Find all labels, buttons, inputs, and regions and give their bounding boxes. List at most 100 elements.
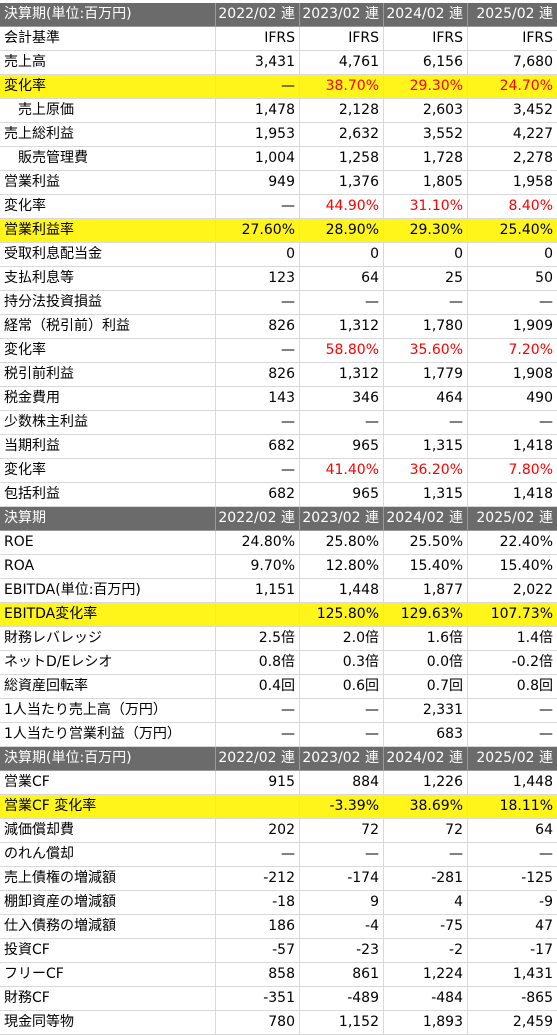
header-period-cell[interactable]: 2024/02 連 <box>384 747 468 770</box>
value-cell[interactable]: 884 <box>300 771 384 794</box>
value-cell[interactable]: 143 <box>216 387 300 410</box>
header-period-cell[interactable]: 2022/02 連 <box>216 507 300 530</box>
value-cell[interactable]: — <box>539 294 553 310</box>
header-label-cell[interactable]: 決算期(単位:百万円) <box>0 3 216 26</box>
row-label-cell[interactable]: ROE <box>0 531 216 554</box>
value-cell[interactable]: 965 <box>300 483 384 506</box>
value-cell[interactable]: 7.20% <box>508 342 553 358</box>
value-cell[interactable] <box>216 603 300 626</box>
value-cell[interactable]: 915 <box>216 771 300 794</box>
row-label-cell[interactable]: ROA <box>0 555 216 578</box>
row-label-cell[interactable]: 当期利益 <box>0 435 216 458</box>
row-label-cell[interactable]: 売上債権の増減額 <box>0 867 216 890</box>
value-cell[interactable]: 202 <box>216 819 300 842</box>
value-cell[interactable]: 24.80% <box>216 531 300 554</box>
value-cell[interactable]: 3,431 <box>216 51 300 74</box>
value-cell[interactable]: 15.40% <box>499 558 553 574</box>
value-cell[interactable]: 1,224 <box>384 963 468 986</box>
value-cell[interactable]: 4,227 <box>512 126 553 142</box>
row-label-cell[interactable]: 変化率 <box>0 339 216 362</box>
value-cell[interactable]: 1,779 <box>384 363 468 386</box>
value-cell[interactable]: -17 <box>530 942 553 958</box>
row-label-cell[interactable]: 減価償却費 <box>0 819 216 842</box>
value-cell[interactable]: -125 <box>521 870 553 886</box>
header-label-cell[interactable]: 決算期 <box>0 507 216 530</box>
row-label-cell[interactable]: 税引前利益 <box>0 363 216 386</box>
row-label-cell[interactable]: EBITDA(単位:百万円) <box>0 579 216 602</box>
value-cell[interactable]: — <box>216 291 300 314</box>
row-label-cell[interactable]: 棚卸資産の増減額 <box>0 891 216 914</box>
value-cell[interactable]: 1,312 <box>300 315 384 338</box>
value-cell[interactable]: -3.39% <box>300 795 384 818</box>
header-period-cell[interactable]: 2022/02 連 <box>216 747 300 770</box>
value-cell[interactable]: 858 <box>216 963 300 986</box>
row-label-cell[interactable]: フリーCF <box>0 963 216 986</box>
row-label-cell[interactable]: 財務CF <box>0 987 216 1010</box>
value-cell[interactable]: 1,958 <box>512 174 553 190</box>
row-label-cell[interactable]: 変化率 <box>0 75 216 98</box>
row-label-cell[interactable]: 変化率 <box>0 195 216 218</box>
value-cell[interactable]: — <box>300 843 384 866</box>
value-cell[interactable]: 35.60% <box>384 339 468 362</box>
value-cell[interactable]: 1,893 <box>384 1011 468 1034</box>
value-cell[interactable]: 1,376 <box>300 171 384 194</box>
value-cell[interactable]: 12.80% <box>300 555 384 578</box>
row-label-cell[interactable]: 営業CF <box>0 771 216 794</box>
value-cell[interactable]: 2,128 <box>300 99 384 122</box>
value-cell[interactable]: 1,448 <box>512 774 553 790</box>
value-cell[interactable]: 861 <box>300 963 384 986</box>
value-cell[interactable]: 1,728 <box>384 147 468 170</box>
row-label-cell[interactable]: 経常（税引前）利益 <box>0 315 216 338</box>
value-cell[interactable]: 1,151 <box>216 579 300 602</box>
value-cell[interactable]: 2,278 <box>512 150 553 166</box>
value-cell[interactable]: 44.90% <box>300 195 384 218</box>
value-cell[interactable]: 682 <box>216 435 300 458</box>
value-cell[interactable]: 0 <box>384 243 468 266</box>
value-cell[interactable]: 24.70% <box>499 78 553 94</box>
value-cell[interactable]: 0.3倍 <box>300 651 384 674</box>
value-cell[interactable]: — <box>384 843 468 866</box>
row-label-cell[interactable]: 投資CF <box>0 939 216 962</box>
value-cell[interactable]: 9.70% <box>216 555 300 578</box>
row-label-cell[interactable]: のれん償却 <box>0 843 216 866</box>
value-cell[interactable]: 1,258 <box>300 147 384 170</box>
value-cell[interactable]: 1,418 <box>512 438 553 454</box>
row-label-cell[interactable]: 包括利益 <box>0 483 216 506</box>
value-cell[interactable]: IFRS <box>384 27 468 50</box>
value-cell[interactable]: -489 <box>300 987 384 1010</box>
value-cell[interactable]: 186 <box>216 915 300 938</box>
value-cell[interactable]: 4,761 <box>300 51 384 74</box>
value-cell[interactable]: 38.69% <box>384 795 468 818</box>
row-label-cell[interactable]: 売上高 <box>0 51 216 74</box>
value-cell[interactable]: 7.80% <box>508 462 553 478</box>
value-cell[interactable]: 129.63% <box>384 603 468 626</box>
value-cell[interactable]: -281 <box>384 867 468 890</box>
value-cell[interactable]: 8.40% <box>508 198 553 214</box>
value-cell[interactable]: — <box>216 75 300 98</box>
value-cell[interactable]: 2,022 <box>512 582 553 598</box>
value-cell[interactable]: 1,418 <box>512 486 553 502</box>
value-cell[interactable]: 826 <box>216 363 300 386</box>
value-cell[interactable]: — <box>216 411 300 434</box>
value-cell[interactable]: 25 <box>384 267 468 290</box>
row-label-cell[interactable]: EBITDA変化率 <box>0 603 216 626</box>
value-cell[interactable]: 25.50% <box>384 531 468 554</box>
value-cell[interactable]: 27.60% <box>216 219 300 242</box>
value-cell[interactable]: — <box>539 414 553 430</box>
value-cell[interactable] <box>216 795 300 818</box>
value-cell[interactable]: -484 <box>384 987 468 1010</box>
header-period-cell[interactable]: 2025/02 連 <box>476 510 553 526</box>
value-cell[interactable]: 1,312 <box>300 363 384 386</box>
value-cell[interactable]: 683 <box>384 723 468 746</box>
value-cell[interactable]: 0 <box>544 246 553 262</box>
row-label-cell[interactable]: ネットD/Eレシオ <box>0 651 216 674</box>
value-cell[interactable]: IFRS <box>216 27 300 50</box>
row-label-cell[interactable]: 会計基準 <box>0 27 216 50</box>
value-cell[interactable]: 2.0倍 <box>300 627 384 650</box>
row-label-cell[interactable]: 財務レバレッジ <box>0 627 216 650</box>
header-period-cell[interactable]: 2025/02 連 <box>476 750 553 766</box>
value-cell[interactable]: 949 <box>216 171 300 194</box>
value-cell[interactable]: 1,908 <box>512 366 553 382</box>
row-label-cell[interactable]: 受取利息配当金 <box>0 243 216 266</box>
value-cell[interactable]: IFRS <box>300 27 384 50</box>
